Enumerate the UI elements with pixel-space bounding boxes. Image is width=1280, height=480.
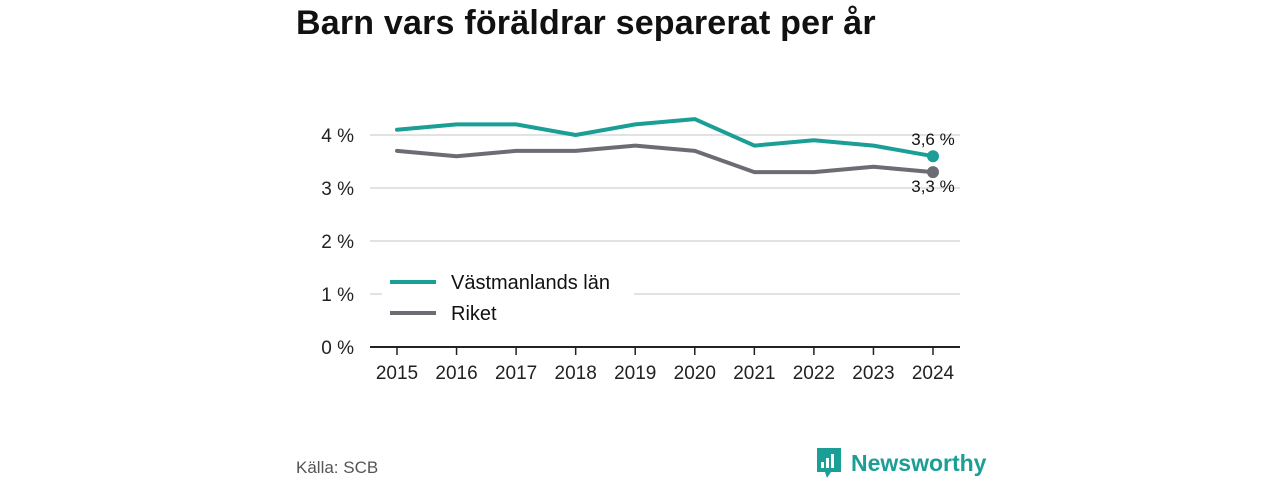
x-tick-label: 2023 bbox=[852, 363, 894, 384]
series-end-point bbox=[927, 150, 939, 163]
series-end-point bbox=[927, 166, 939, 179]
chart-title: Barn vars föräldrar separerat per år bbox=[296, 4, 876, 42]
x-tick-label: 2018 bbox=[555, 363, 597, 384]
x-tick-label: 2019 bbox=[614, 363, 656, 384]
x-tick-label: 2015 bbox=[376, 363, 418, 384]
brand-name: Newsworthy bbox=[851, 449, 987, 476]
newsworthy-logo-icon bbox=[817, 448, 841, 478]
y-tick-label: 2 % bbox=[321, 232, 354, 253]
legend-box bbox=[382, 264, 634, 330]
x-tick-label: 2024 bbox=[912, 363, 955, 384]
legend-label: Västmanlands län bbox=[451, 272, 610, 294]
brand-logo: Newsworthy bbox=[815, 446, 986, 480]
end-value-label: 3,6 % bbox=[911, 130, 954, 149]
x-tick-label: 2022 bbox=[793, 363, 835, 384]
source-note: Källa: SCB bbox=[296, 458, 379, 477]
y-tick-label: 3 % bbox=[321, 179, 354, 200]
x-tick-label: 2017 bbox=[495, 363, 537, 384]
series-line-vastmanland bbox=[395, 117, 935, 159]
series-line-riket bbox=[395, 143, 935, 175]
line-chart: 0 % 1 % 2 % 3 % 4 % 2015 2016 2017 2018 2019 2020 2… bbox=[321, 117, 960, 384]
x-tick-label: 2020 bbox=[674, 363, 716, 384]
x-tick-label: 2016 bbox=[435, 363, 477, 384]
x-tick-label: 2021 bbox=[733, 363, 775, 384]
legend-label: Riket bbox=[451, 303, 497, 325]
end-value-label: 3,3 % bbox=[911, 177, 954, 196]
y-tick-label: 1 % bbox=[321, 285, 354, 306]
y-tick-label: 4 % bbox=[321, 126, 354, 147]
y-tick-label: 0 % bbox=[321, 338, 354, 359]
